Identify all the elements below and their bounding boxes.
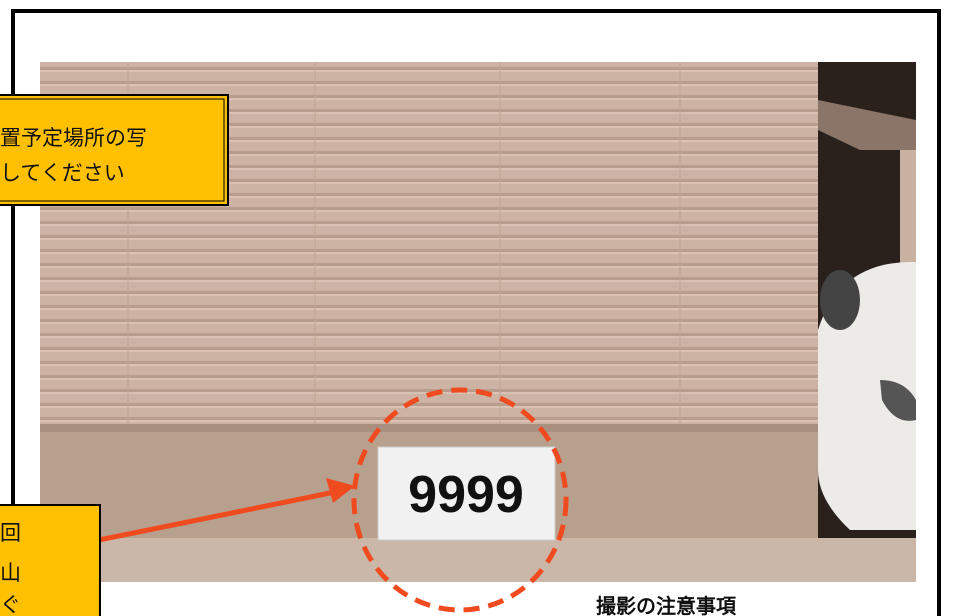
callout-text: 回 — [0, 521, 21, 545]
callout-text: ぐ — [0, 593, 21, 616]
callout-text: してください — [0, 161, 125, 185]
notes-heading: 撮影の注意事項 — [596, 594, 737, 616]
callout-box — [0, 95, 228, 205]
illustration: 9999 置予定場所の写 してください 回 山 ぐ 撮影の注意事項 — [0, 0, 953, 616]
page: {"callout_top": {"lines": ["置予定場所の写", "し… — [0, 0, 953, 616]
callout-text: 置予定場所の写 — [0, 126, 147, 150]
plate-number: 9999 — [408, 466, 524, 524]
callout-text: 山 — [0, 561, 21, 585]
